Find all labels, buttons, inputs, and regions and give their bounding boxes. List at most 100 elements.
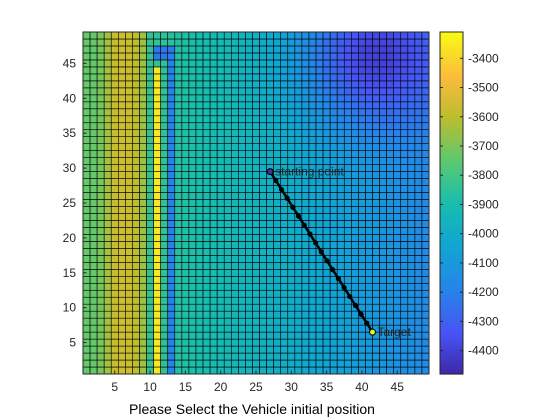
- heatmap-cell: [379, 157, 387, 165]
- heatmap-cell: [209, 129, 218, 137]
- heatmap-cell: [266, 122, 274, 131]
- heatmap-cell: [301, 241, 310, 249]
- heatmap-cell: [125, 45, 133, 54]
- colorbar-segment: [440, 91, 463, 96]
- heatmap-cell: [103, 234, 112, 242]
- colorbar-segment: [440, 180, 463, 184]
- heatmap-cell: [294, 66, 303, 75]
- heatmap-cell: [343, 80, 352, 89]
- heatmap-cell: [280, 241, 289, 249]
- heatmap-cell: [132, 206, 140, 214]
- heatmap-cell: [188, 87, 197, 96]
- heatmap-cell: [216, 150, 225, 158]
- heatmap-cell: [238, 310, 246, 319]
- heatmap-cell: [181, 73, 190, 82]
- heatmap-cell: [400, 338, 409, 347]
- heatmap-cell: [167, 122, 176, 131]
- heatmap-cell: [146, 255, 154, 263]
- heatmap-cell: [266, 289, 274, 298]
- heatmap-cell: [386, 143, 394, 151]
- heatmap-cell: [421, 234, 430, 242]
- heatmap-cell: [167, 248, 176, 256]
- heatmap-cell: [160, 94, 169, 103]
- heatmap-cell: [238, 317, 246, 326]
- colorbar: [439, 31, 464, 375]
- heatmap-cell: [103, 241, 112, 249]
- colorbar-tick-label: -4300: [468, 314, 499, 328]
- heatmap-cell: [414, 241, 423, 249]
- heatmap-cell: [294, 262, 303, 270]
- heatmap-cell: [139, 206, 147, 214]
- heatmap-cell: [273, 115, 282, 124]
- heatmap-cell: [393, 185, 402, 193]
- heatmap-cell: [216, 45, 225, 54]
- colorbar-ticks: -3400-3500-3600-3700-3800-3900-4000-4100…: [440, 51, 499, 358]
- heatmap-cell: [96, 45, 105, 54]
- heatmap-cell: [308, 345, 317, 354]
- heatmap-cell: [386, 227, 394, 235]
- heatmap-cell: [386, 352, 394, 361]
- heatmap-cell: [301, 275, 310, 284]
- heatmap-cell: [153, 185, 161, 193]
- heatmap-cell: [230, 94, 239, 103]
- heatmap-cell: [223, 220, 232, 228]
- colorbar-segment: [440, 265, 463, 270]
- heatmap-cell: [202, 150, 211, 158]
- heatmap-cell: [125, 73, 133, 82]
- heatmap-cell: [372, 150, 380, 158]
- heatmap-cell: [118, 255, 126, 263]
- heatmap-cell: [259, 52, 267, 61]
- heatmap-cell: [322, 73, 331, 82]
- colorbar-segment: [440, 242, 463, 247]
- heatmap-cell: [238, 129, 246, 137]
- heatmap-cell: [308, 275, 317, 284]
- heatmap-cell: [132, 185, 140, 193]
- heatmap-cell: [393, 157, 402, 165]
- heatmap-cell: [365, 338, 373, 347]
- heatmap-cell: [188, 157, 197, 165]
- heatmap-cell: [174, 136, 183, 144]
- heatmap-cell: [329, 150, 338, 158]
- heatmap-cell: [336, 31, 345, 40]
- heatmap-cell: [329, 255, 338, 263]
- heatmap-cell: [407, 150, 416, 158]
- heatmap-cell: [153, 366, 161, 375]
- heatmap-cell: [393, 66, 402, 75]
- heatmap-cell: [188, 234, 197, 242]
- heatmap-cell: [400, 129, 409, 137]
- heatmap-cell: [238, 94, 246, 103]
- heatmap-cell: [386, 262, 394, 270]
- heatmap-cell: [167, 31, 176, 40]
- heatmap-cell: [223, 94, 232, 103]
- heatmap-cell: [336, 220, 345, 228]
- heatmap-cell: [322, 241, 331, 249]
- heatmap-cell: [195, 52, 204, 61]
- heatmap-cell: [343, 45, 352, 54]
- heatmap-cell: [153, 338, 161, 347]
- heatmap-cell: [188, 38, 197, 47]
- colorbar-segment: [440, 40, 463, 44]
- heatmap-cell: [386, 157, 394, 165]
- heatmap-cell: [82, 31, 91, 40]
- heatmap-cell: [259, 352, 267, 361]
- heatmap-cell: [329, 129, 338, 137]
- heatmap-cell: [118, 234, 126, 242]
- heatmap-cell: [160, 136, 169, 144]
- heatmap-cell: [351, 262, 359, 270]
- heatmap-cell: [89, 269, 98, 277]
- heatmap-cell: [393, 213, 402, 221]
- heatmap-cell: [110, 192, 119, 200]
- heatmap-cell: [351, 352, 359, 361]
- heatmap-cell: [96, 331, 105, 340]
- colorbar-segment: [440, 194, 463, 198]
- heatmap-cell: [343, 115, 352, 124]
- heatmap-cell: [372, 87, 380, 96]
- heatmap-cell: [315, 331, 324, 340]
- heatmap-cell: [89, 192, 98, 200]
- heatmap-cell: [379, 345, 387, 354]
- path-point: [295, 213, 302, 219]
- heatmap-cell: [223, 157, 232, 165]
- heatmap-cell: [89, 143, 98, 151]
- heatmap-cell: [414, 171, 423, 179]
- heatmap-cell: [421, 255, 430, 263]
